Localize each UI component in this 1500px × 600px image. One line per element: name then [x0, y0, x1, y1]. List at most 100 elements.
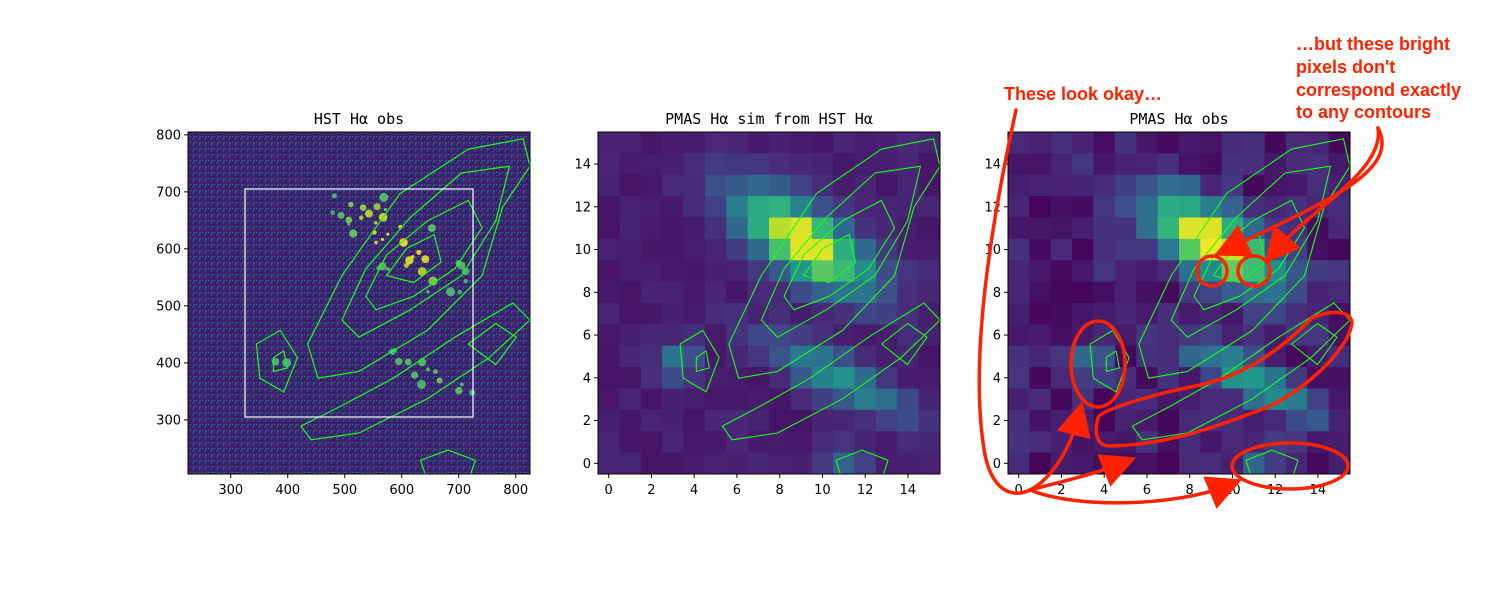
heatmap-cell: [662, 452, 684, 474]
heatmap-cell: [918, 260, 940, 283]
heatmap-cell: [640, 388, 663, 411]
heatmap-cell: [1307, 324, 1330, 347]
heatmap-cell: [875, 409, 898, 432]
heatmap-cell: [1008, 281, 1030, 304]
heatmap-cell: [811, 431, 834, 454]
heatmap-cell: [1179, 452, 1201, 474]
heatmap-cell: [1157, 303, 1180, 325]
heatmap-cell: [1179, 345, 1201, 368]
y-tick-label: 600: [156, 242, 181, 257]
emission-knot: [359, 204, 367, 211]
heatmap-cell: [1008, 260, 1030, 283]
heatmap-cell: [1029, 388, 1052, 411]
heatmap-cell: [811, 452, 834, 474]
heatmap-cell: [1050, 324, 1073, 347]
highlight-ellipse-left: [1069, 319, 1127, 409]
heatmap-cell: [747, 303, 770, 325]
heatmap-cell: [790, 452, 813, 474]
heatmap-cell: [897, 153, 920, 176]
heatmap-cell: [1328, 345, 1350, 368]
heatmap-cell: [897, 303, 920, 325]
heatmap-cell: [875, 238, 898, 261]
heatmap-cell: [1285, 260, 1308, 283]
heatmap-cell: [1243, 281, 1265, 304]
heatmap-cell: [1328, 260, 1350, 283]
emission-knot: [364, 209, 373, 218]
heatmap-cell: [1050, 303, 1073, 325]
emission-knot: [374, 240, 378, 245]
contour-line: [835, 449, 889, 474]
heatmap-cell: [1136, 132, 1159, 154]
y-tick-label: 6: [583, 329, 591, 344]
heatmap-cell: [683, 431, 706, 454]
heatmap-cell: [1243, 132, 1265, 154]
heatmap-cell: [1072, 260, 1094, 283]
contour-line: [880, 322, 928, 366]
heatmap-cell: [875, 303, 898, 325]
heatmap-cell: [619, 345, 642, 368]
emission-knot: [399, 238, 408, 247]
heatmap-cell: [1328, 367, 1350, 389]
heatmap-cell: [1285, 303, 1308, 325]
heatmap-cell: [769, 281, 791, 304]
heatmap-cell: [1221, 303, 1244, 325]
heatmap-cell: [683, 132, 706, 154]
heatmap-cell: [619, 281, 642, 304]
heatmap-cell: [662, 196, 684, 218]
emission-knot: [404, 358, 412, 366]
heatmap-cell: [918, 345, 940, 368]
heatmap-cell: [790, 153, 813, 176]
heatmap-cell: [619, 260, 642, 283]
heatmap-cell: [640, 345, 663, 368]
heatmap-cell: [747, 324, 770, 347]
heatmap-cell: [704, 132, 727, 154]
heatmap-cell: [683, 281, 706, 304]
heatmap-cell: [598, 132, 620, 154]
contour-line: [385, 234, 442, 284]
heatmap-cell: [1093, 238, 1116, 261]
x-tick-label: 600: [389, 483, 414, 498]
x-tick-label: 14: [900, 483, 917, 498]
heatmap-cell: [790, 174, 813, 197]
heatmap-cell: [1179, 409, 1201, 432]
y-tick-label: 800: [156, 128, 181, 143]
annotation-arc: [977, 108, 1032, 495]
heatmap-cell: [1243, 196, 1265, 218]
heatmap-cell: [1307, 281, 1330, 304]
heatmap-cell: [1050, 132, 1073, 154]
heatmap-cell: [1307, 174, 1330, 197]
heatmap-cell: [918, 303, 940, 325]
heatmap-cell: [1114, 196, 1137, 218]
heatmap-cell: [811, 174, 834, 197]
panel-title: PMAS Hα obs: [1129, 110, 1228, 128]
y-tick-label: 14: [984, 158, 1001, 173]
heatmap-cell: [1243, 452, 1265, 474]
heatmap-cell: [1136, 174, 1159, 197]
annotation-right-4: to any contours: [1296, 102, 1431, 122]
heatmap-cell: [854, 174, 877, 197]
heatmap-cell: [662, 431, 684, 454]
heatmap-cell: [1221, 431, 1244, 454]
heatmap-cell: [1008, 238, 1030, 261]
heatmap-cell: [833, 238, 855, 261]
heatmap-cell: [598, 345, 620, 368]
heatmap-cell: [918, 238, 940, 261]
heatmap-cell: [1072, 324, 1094, 347]
heatmap-cell: [811, 367, 834, 389]
heatmap-cell: [1328, 238, 1350, 261]
heatmap-cell: [1179, 281, 1201, 304]
heatmap-cell: [1221, 196, 1244, 218]
heatmap-cell: [897, 238, 920, 261]
x-tick-label: 4: [1100, 483, 1108, 498]
heatmap-cell: [1307, 367, 1330, 389]
heatmap-cell: [1008, 217, 1030, 240]
heatmap-cell: [875, 132, 898, 154]
heatmap-cell: [747, 238, 770, 261]
heatmap-cell: [1050, 367, 1073, 389]
heatmap-cell: [833, 452, 855, 474]
x-tick-label: 400: [275, 483, 300, 498]
heatmap-cell: [598, 281, 620, 304]
heatmap-cell: [833, 324, 855, 347]
heatmap-cell: [704, 388, 727, 411]
